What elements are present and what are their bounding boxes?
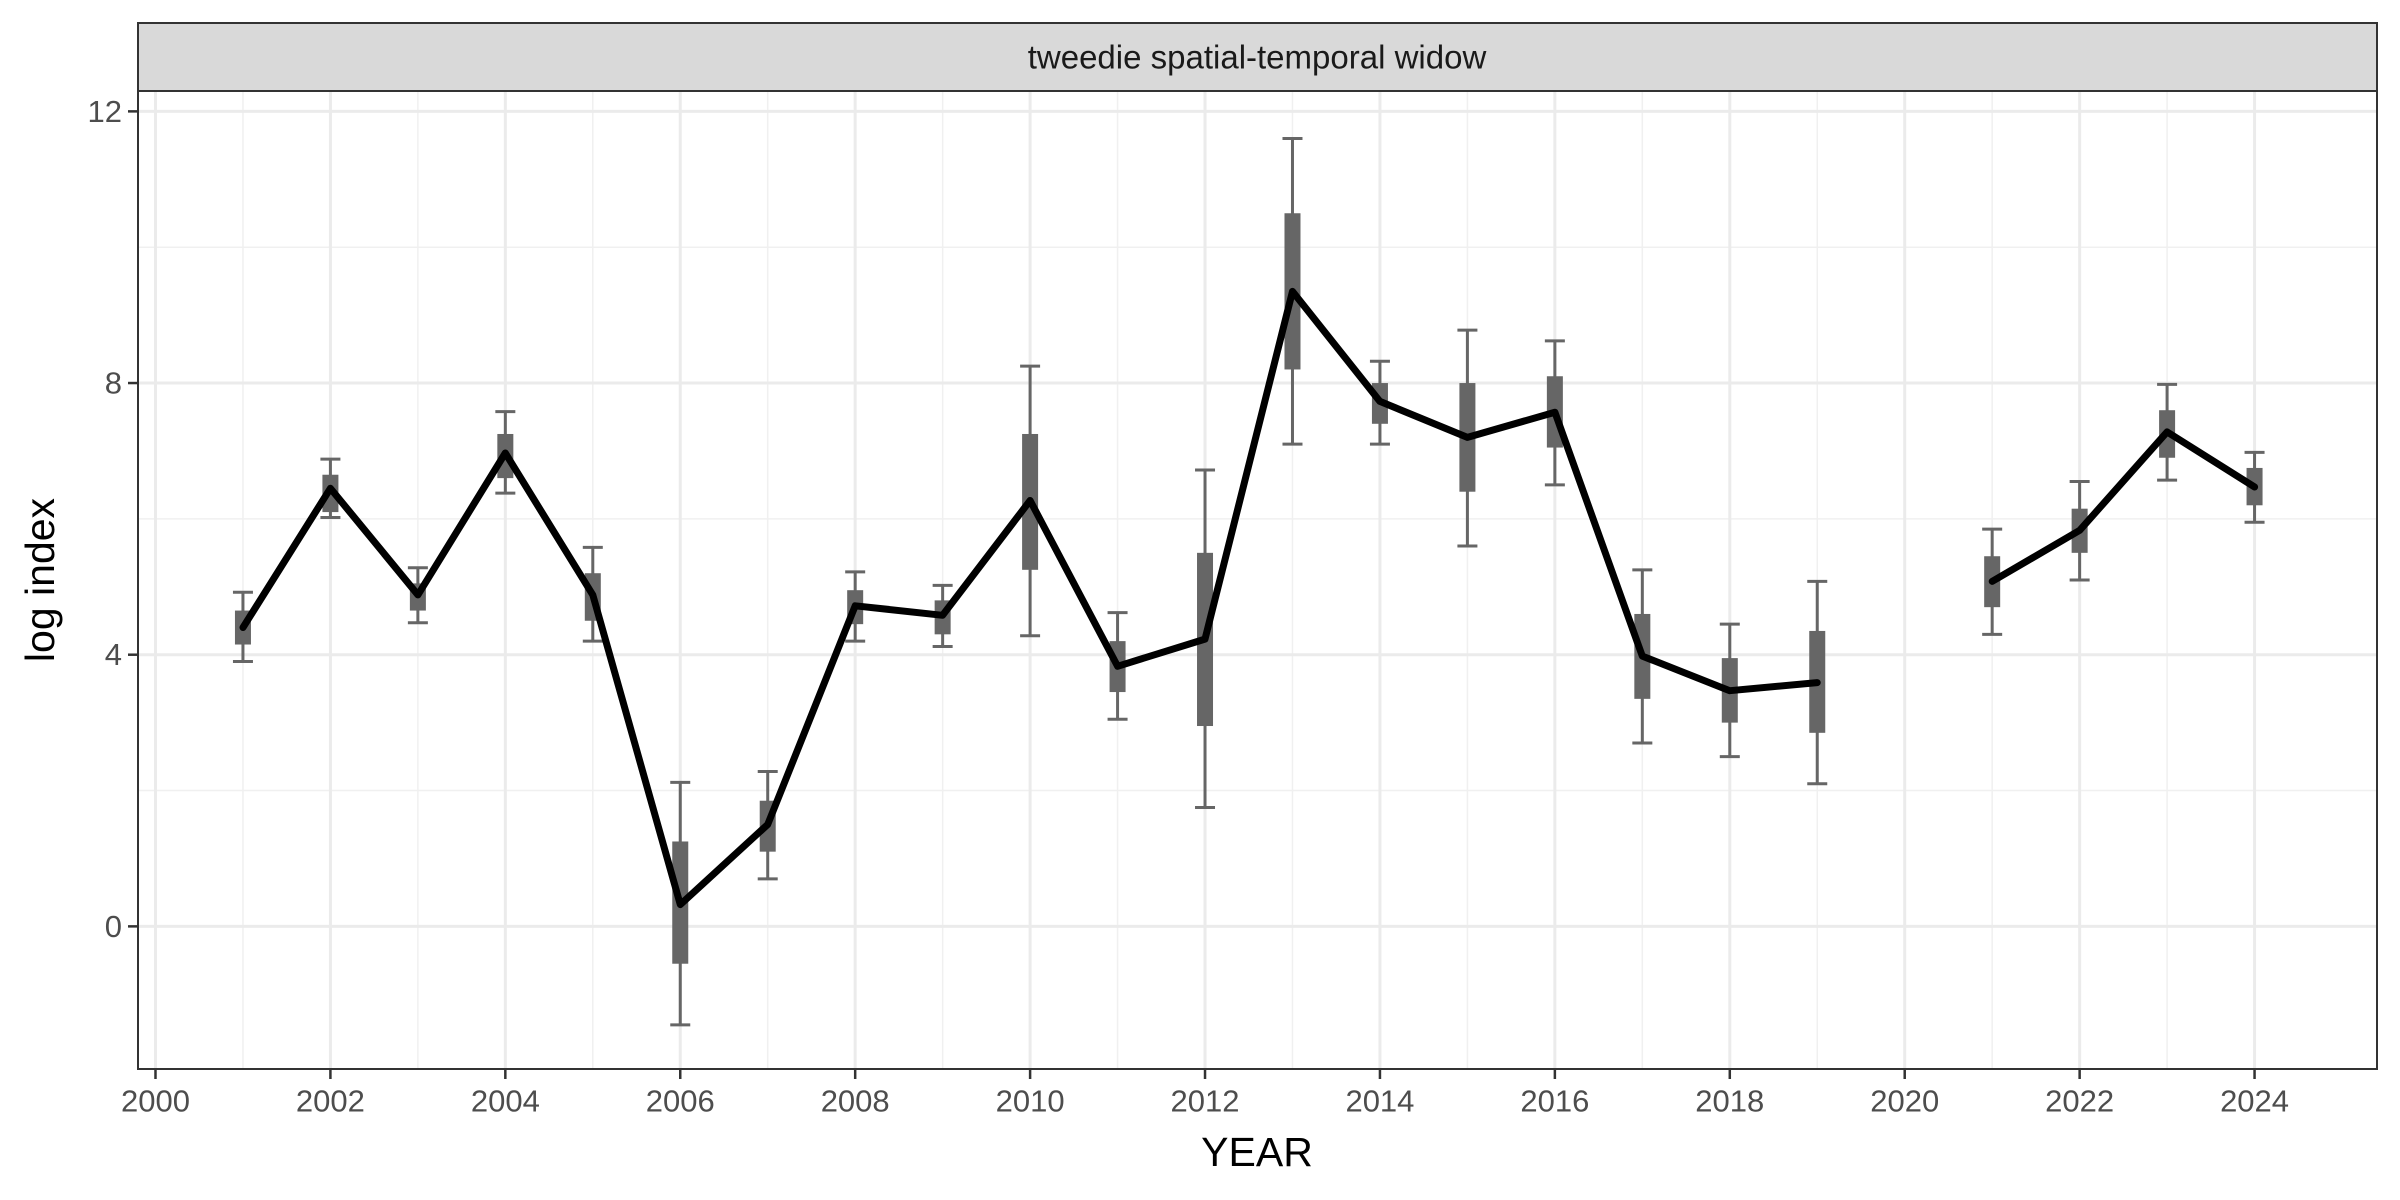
y-axis-title: log index [17,497,63,662]
facet-label: tweedie spatial-temporal widow [1028,39,1487,76]
x-tick-label: 2014 [1345,1084,1414,1119]
series-line [239,287,2259,909]
y-tick-label: 8 [105,366,122,401]
x-tick-label: 2006 [646,1084,715,1119]
y-tick-label: 4 [105,637,122,672]
x-axis-title: YEAR [1201,1129,1313,1175]
x-axis: 2000 2002 2004 2006 2008 2010 2012 2014 2016 2018… [121,1069,2289,1119]
panel-border [137,90,2378,1070]
series-line-segment [239,287,1821,909]
x-tick-label: 2024 [2220,1084,2289,1119]
x-tick-label: 2022 [2045,1084,2114,1119]
x-tick-label: 2016 [1520,1084,1589,1119]
x-tick-label: 2010 [996,1084,1065,1119]
x-tick-label: 2004 [471,1084,540,1119]
plot-panel [138,91,2377,1069]
x-tick-label: 2000 [121,1084,190,1119]
y-tick-label: 12 [88,94,122,129]
y-axis: 0 4 8 12 [88,94,138,944]
x-tick-label: 2018 [1695,1084,1764,1119]
x-tick-label: 2002 [296,1084,365,1119]
x-tick-label: 2020 [1870,1084,1939,1119]
series-line-segment [1988,428,2259,585]
y-tick-label: 0 [105,909,122,944]
x-tick-label: 2012 [1171,1084,1240,1119]
facet-strip [137,22,2378,92]
x-tick-label: 2008 [821,1084,890,1119]
